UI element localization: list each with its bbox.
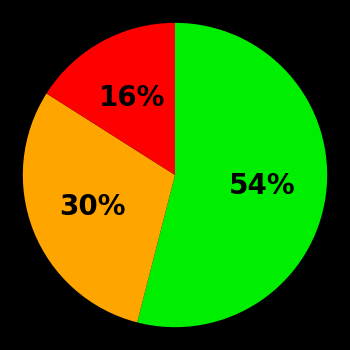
- Wedge shape: [137, 23, 327, 327]
- Text: 54%: 54%: [229, 172, 296, 200]
- Text: 30%: 30%: [60, 194, 126, 222]
- Wedge shape: [47, 23, 175, 175]
- Text: 16%: 16%: [99, 84, 166, 112]
- Wedge shape: [23, 93, 175, 322]
